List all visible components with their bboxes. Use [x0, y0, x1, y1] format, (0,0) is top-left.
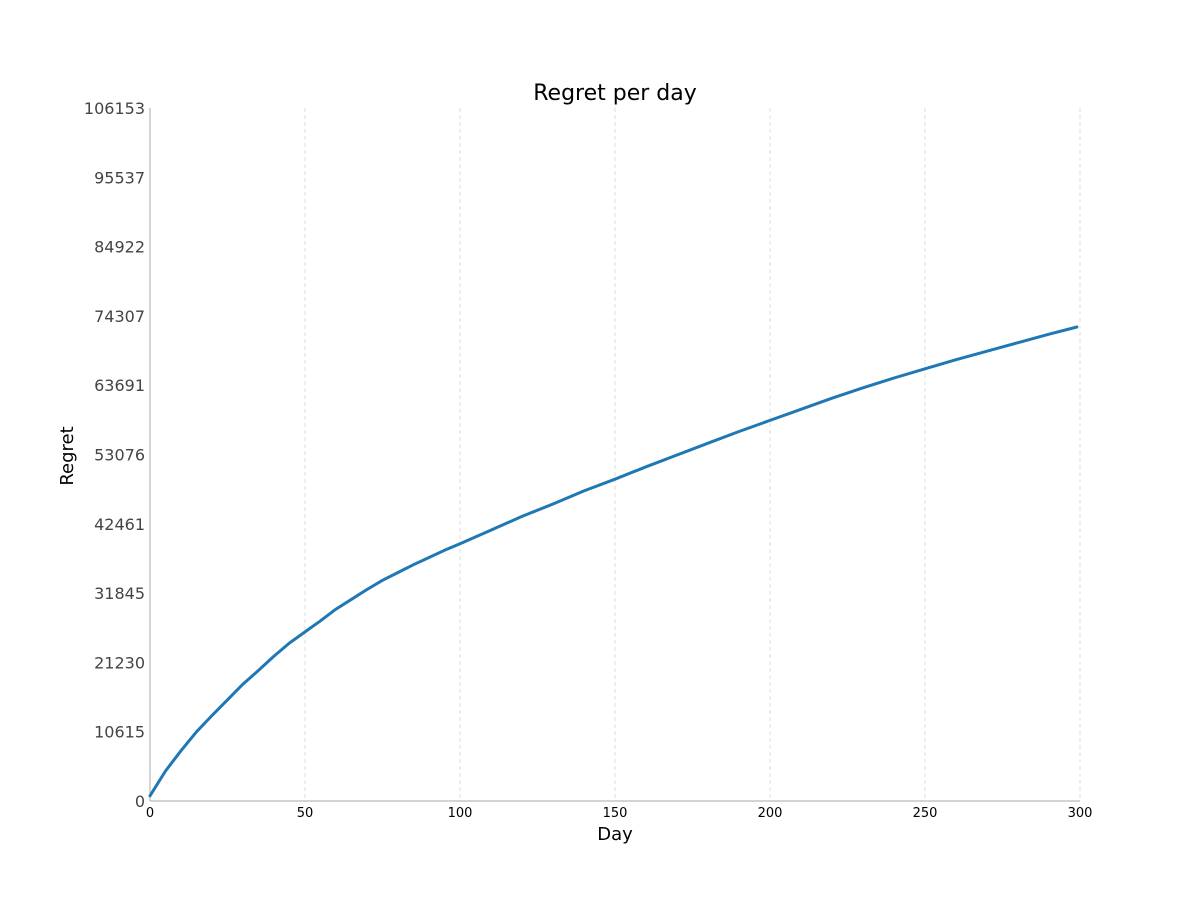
x-tick-label: 50: [297, 806, 314, 821]
y-tick-label: 53076: [94, 446, 145, 465]
x-tick-label: 100: [448, 806, 473, 821]
y-tick-label: 10615: [94, 723, 145, 742]
y-tick-label: 42461: [94, 515, 145, 534]
y-tick-label: 95537: [94, 168, 145, 187]
x-tick-label: 300: [1068, 806, 1093, 821]
y-tick-label: 21230: [94, 653, 145, 672]
chart-title: Regret per day: [533, 81, 697, 106]
y-tick-label: 31845: [94, 584, 145, 603]
y-axis-label: Regret: [57, 426, 78, 485]
x-tick-label: 0: [146, 806, 154, 821]
series-group: [148, 325, 1079, 798]
y-tick-label: 106153: [84, 99, 145, 118]
x-axis-label: Day: [597, 824, 633, 845]
y-tick-label: 0: [135, 792, 145, 811]
y-tick-label: 74307: [94, 307, 145, 326]
x-ticks: 0 50 100 150 200 250 300: [146, 806, 1093, 821]
series-line: [148, 325, 1079, 798]
x-tick-label: 250: [913, 806, 938, 821]
y-tick-label: 63691: [94, 376, 145, 395]
y-tick-label: 84922: [94, 238, 145, 257]
grid-lines: [304, 108, 1081, 801]
x-tick-label: 200: [758, 806, 783, 821]
y-ticks: 0 10615 21230 31845 42461 53076 63691 74307 8492…: [84, 99, 145, 811]
x-tick-label: 150: [603, 806, 628, 821]
